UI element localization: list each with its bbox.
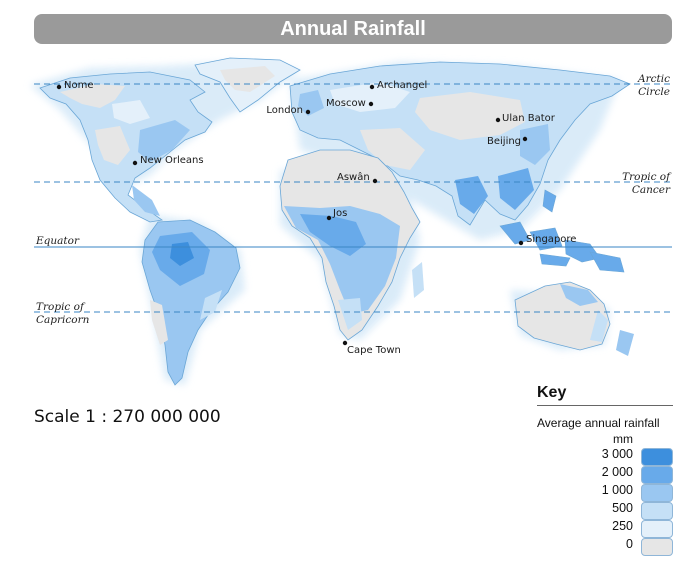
city-label-archangel: Archangel xyxy=(377,80,427,91)
world-rainfall-map: Arctic Circle Tropic of Cancer Equator T… xyxy=(30,57,672,386)
key-title: Key xyxy=(537,384,673,406)
equator-label: Equator xyxy=(35,235,80,247)
map-title: Annual Rainfall xyxy=(34,14,672,44)
tropic-of-cancer-label-2: Cancer xyxy=(632,184,671,196)
tropic-of-capricorn-label: Tropic of xyxy=(36,301,86,313)
key-level: 0 xyxy=(537,536,673,556)
city-label-aswan: Aswân xyxy=(337,171,370,183)
tropic-of-capricorn-label-2: Capricorn xyxy=(36,314,90,326)
city-markers xyxy=(56,84,528,346)
city-label-cape-town: Cape Town xyxy=(347,345,401,356)
city-dot-cape-town xyxy=(342,340,348,346)
city-dot-nome xyxy=(56,84,62,90)
landmass-north-america xyxy=(39,71,213,223)
city-label-moscow: Moscow xyxy=(326,98,366,109)
city-dot-moscow xyxy=(368,101,374,107)
key-level: 3 000 xyxy=(537,446,673,466)
landmass-australia xyxy=(514,281,634,356)
key-swatch xyxy=(641,448,673,466)
key-level: 2 000 xyxy=(537,464,673,484)
arctic-circle-label-2: Circle xyxy=(638,86,670,98)
city-label-jos: Jos xyxy=(332,208,347,219)
landmass-eurasia xyxy=(289,61,631,226)
key-level-label: 1 000 xyxy=(601,483,633,497)
key-swatch xyxy=(641,484,673,502)
city-dot-ulan-bator xyxy=(495,117,501,123)
key-levels: 3 000 2 000 1 000 500 250 0 xyxy=(537,446,673,556)
city-dot-new-orleans xyxy=(132,160,138,166)
landmass-africa xyxy=(279,149,424,341)
key-swatch xyxy=(641,538,673,556)
key-level-label: 2 000 xyxy=(601,465,633,479)
landmass-maritime-asia xyxy=(499,189,625,273)
greenland-interior xyxy=(220,66,275,92)
arctic-circle-label: Arctic xyxy=(637,73,670,85)
city-label-beijing: Beijing xyxy=(487,136,521,147)
city-label-london: London xyxy=(266,105,303,116)
city-dot-singapore xyxy=(518,240,524,246)
tropic-of-cancer-label: Tropic of xyxy=(622,171,672,183)
key-level-label: 0 xyxy=(626,537,633,551)
key-swatch xyxy=(641,466,673,484)
city-dot-jos xyxy=(326,215,332,221)
map-key: Key Average annual rainfall mm 3 000 2 0… xyxy=(537,384,673,556)
key-level-label: 3 000 xyxy=(601,447,633,461)
city-dot-archangel xyxy=(369,84,375,90)
map-scale: Scale 1 : 270 000 000 xyxy=(34,407,221,427)
city-label-ulan-bator: Ulan Bator xyxy=(502,113,556,124)
key-subtitle: Average annual rainfall xyxy=(537,416,660,430)
key-unit: mm xyxy=(613,432,633,446)
key-swatch xyxy=(641,502,673,520)
city-label-singapore: Singapore xyxy=(526,234,576,245)
key-level: 500 xyxy=(537,500,673,520)
city-dot-beijing xyxy=(522,136,528,142)
key-swatch xyxy=(641,520,673,538)
city-dot-london xyxy=(305,109,311,115)
key-level-label: 500 xyxy=(612,501,633,515)
key-level: 1 000 xyxy=(537,482,673,502)
key-level: 250 xyxy=(537,518,673,538)
latitude-lines xyxy=(34,83,672,313)
key-level-label: 250 xyxy=(612,519,633,533)
city-dot-aswan xyxy=(372,178,378,184)
city-label-new-orleans: New Orleans xyxy=(140,155,204,166)
city-label-nome: Nome xyxy=(64,80,94,91)
